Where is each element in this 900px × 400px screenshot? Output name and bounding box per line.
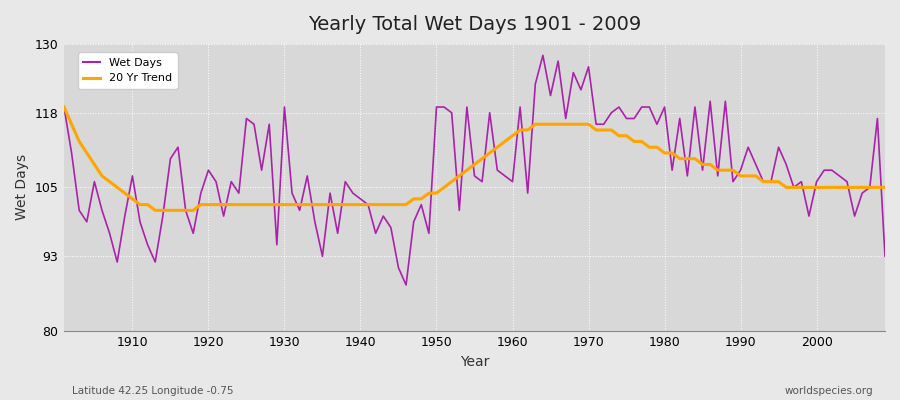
- 20 Yr Trend: [606, 128, 616, 132]
- Title: Yearly Total Wet Days 1901 - 2009: Yearly Total Wet Days 1901 - 2009: [308, 15, 641, 34]
- 20 Yr Trend: [58, 105, 69, 110]
- Wet Days: [286, 191, 297, 196]
- 20 Yr Trend: [294, 202, 305, 207]
- Text: worldspecies.org: worldspecies.org: [785, 386, 873, 396]
- 20 Yr Trend: [340, 202, 351, 207]
- Legend: Wet Days, 20 Yr Trend: Wet Days, 20 Yr Trend: [77, 52, 177, 89]
- X-axis label: Year: Year: [460, 355, 490, 369]
- 20 Yr Trend: [879, 185, 890, 190]
- Text: Latitude 42.25 Longitude -0.75: Latitude 42.25 Longitude -0.75: [72, 386, 233, 396]
- Wet Days: [879, 254, 890, 259]
- Y-axis label: Wet Days: Wet Days: [15, 154, 29, 220]
- Line: Wet Days: Wet Days: [64, 55, 885, 285]
- Wet Days: [120, 214, 130, 218]
- 20 Yr Trend: [507, 133, 517, 138]
- Wet Days: [58, 105, 69, 110]
- Wet Days: [507, 179, 517, 184]
- Wet Days: [332, 231, 343, 236]
- Wet Days: [614, 105, 625, 110]
- Wet Days: [537, 53, 548, 58]
- Wet Days: [400, 282, 411, 287]
- 20 Yr Trend: [149, 208, 160, 213]
- 20 Yr Trend: [120, 191, 130, 196]
- Wet Days: [515, 105, 526, 110]
- Line: 20 Yr Trend: 20 Yr Trend: [64, 107, 885, 210]
- 20 Yr Trend: [515, 128, 526, 132]
